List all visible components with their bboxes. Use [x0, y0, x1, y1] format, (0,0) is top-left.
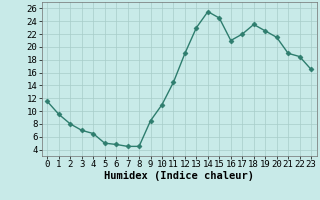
X-axis label: Humidex (Indice chaleur): Humidex (Indice chaleur): [104, 171, 254, 181]
